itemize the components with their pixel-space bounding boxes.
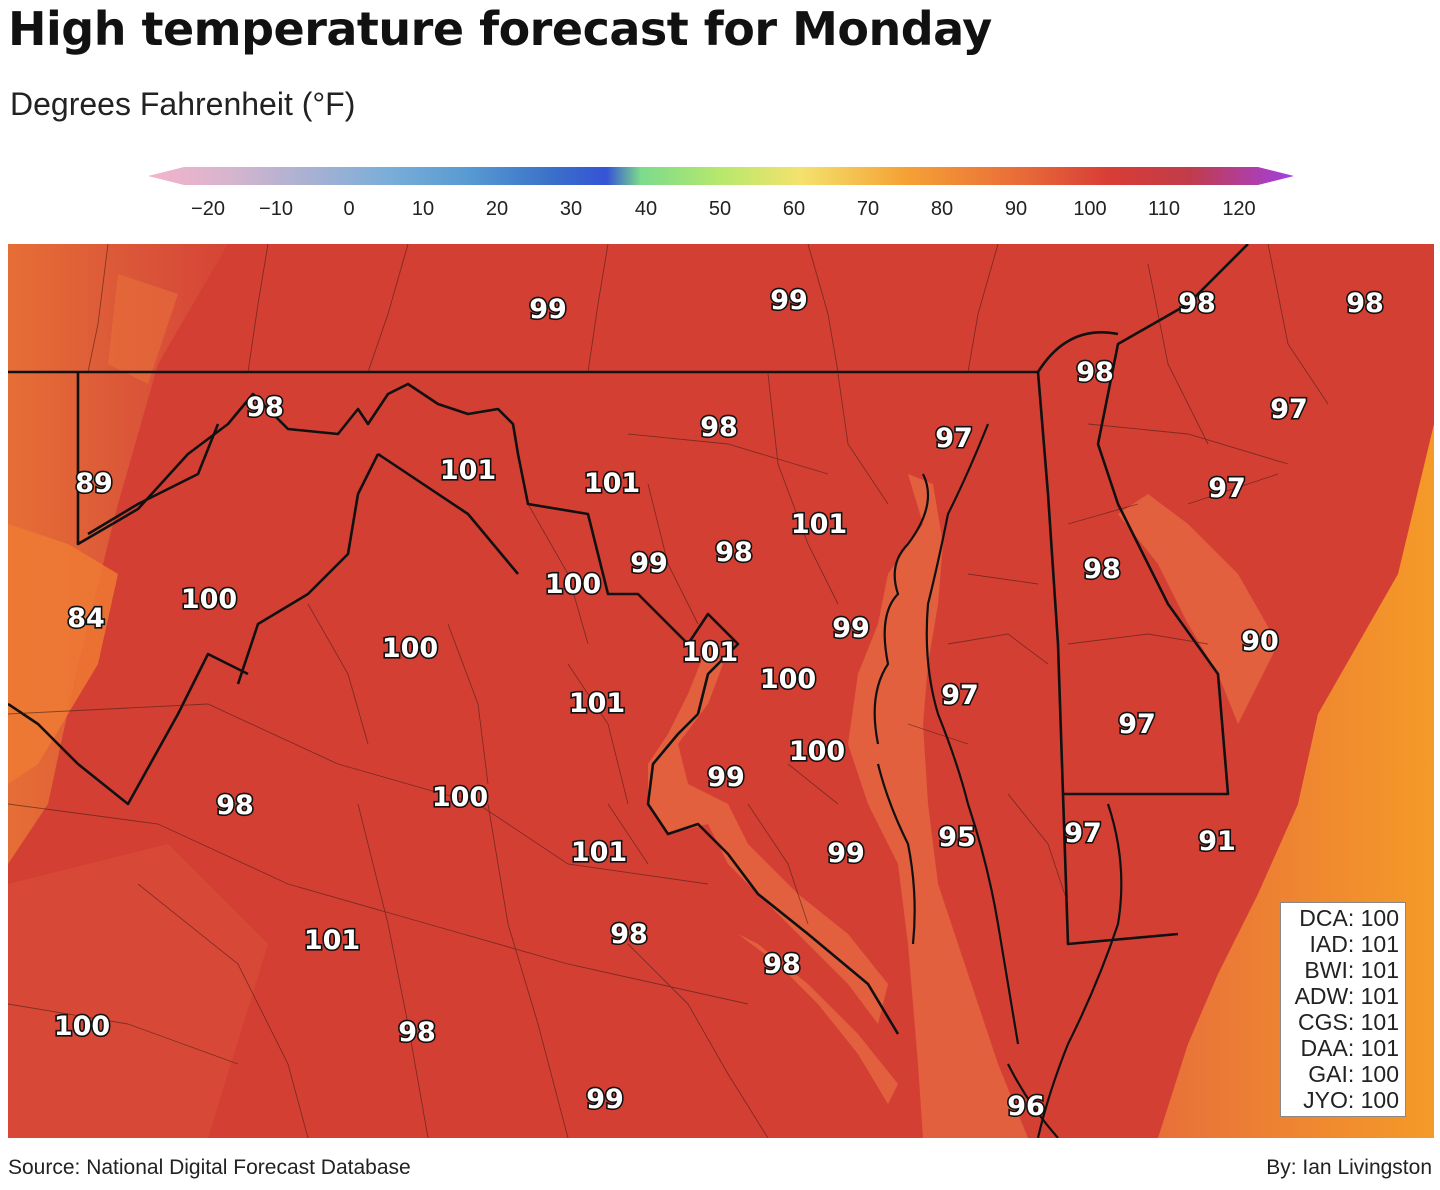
station-temperature-box: DCA: 100 IAD: 101 BWI: 101 ADW: 101 CGS:… [1280, 902, 1406, 1117]
temperature-label: 101 [682, 637, 738, 668]
temperature-label: 97 [1118, 709, 1156, 740]
temperature-label: 95 [938, 822, 976, 853]
far-west-orange [8, 524, 118, 784]
bay-shorelines [873, 423, 1123, 1138]
county-lines [8, 244, 1329, 1138]
station-cgs: CGS: 101 [1298, 1009, 1399, 1035]
temperature-label: 98 [763, 949, 801, 980]
temperature-label: 101 [584, 468, 640, 499]
color-scale-tick: 40 [634, 198, 658, 220]
color-scale-tick: −20 [191, 198, 225, 220]
color-scale-tick: 80 [930, 198, 954, 220]
color-scale-tick: 50 [708, 198, 732, 220]
color-scale-bar [148, 167, 1294, 185]
station-bwi: BWI: 101 [1304, 957, 1399, 983]
temperature-label: 100 [760, 664, 816, 695]
chesapeake-bay [848, 474, 1028, 1138]
temperature-label: 100 [789, 736, 845, 767]
station-dca: DCA: 100 [1299, 905, 1399, 931]
temperature-map: 99 99 98 98 98 98 97 89 101 101 98 97 97 101 100 99 98 10… [8, 244, 1434, 1138]
temperature-label: 97 [941, 680, 979, 711]
potomac-river [648, 644, 888, 1024]
temperature-label: 84 [67, 603, 105, 634]
color-scale-tick: 100 [1073, 198, 1107, 220]
temperature-label: 100 [545, 569, 601, 600]
color-scale-tick: 0 [343, 198, 355, 220]
temperature-label: 98 [216, 790, 254, 821]
temperature-label: 100 [54, 1011, 110, 1042]
color-scale-tick: 70 [856, 198, 880, 220]
station-gai: GAI: 100 [1308, 1061, 1399, 1087]
temperature-label: 99 [630, 548, 668, 579]
temperature-label: 97 [1270, 394, 1308, 425]
temperature-label: 98 [1346, 288, 1384, 319]
station-jyo: JYO: 100 [1303, 1087, 1399, 1113]
temperature-label: 98 [700, 412, 738, 443]
temperature-label: 90 [1241, 626, 1279, 657]
temperature-label: 98 [610, 919, 648, 950]
source-credit: Source: National Digital Forecast Databa… [8, 1156, 411, 1179]
temperature-label: 99 [586, 1084, 624, 1115]
author-byline: By: Ian Livingston [1266, 1156, 1432, 1179]
temperature-label: 100 [382, 633, 438, 664]
temperature-label: 97 [935, 423, 973, 454]
color-scale-tick: −10 [259, 198, 293, 220]
temperature-label: 99 [707, 762, 745, 793]
color-scale-tick: 10 [411, 198, 435, 220]
sw-lighter [8, 844, 268, 1138]
temperature-label: 98 [1076, 357, 1114, 388]
map-title: High temperature forecast for Monday [8, 2, 992, 56]
temperature-label: 89 [75, 468, 113, 499]
temperature-label: 98 [1178, 288, 1216, 319]
color-scale-tick: 20 [485, 198, 509, 220]
temperature-label: 99 [832, 613, 870, 644]
temperature-label: 97 [1208, 473, 1246, 504]
temperature-label: 96 [1007, 1091, 1045, 1122]
color-scale-tick: 120 [1222, 198, 1256, 220]
temperature-label: 97 [1064, 818, 1102, 849]
temperature-label: 101 [571, 837, 627, 868]
temperature-label: 99 [770, 285, 808, 316]
color-scale-tick: 90 [1004, 198, 1028, 220]
station-adw: ADW: 101 [1294, 983, 1399, 1009]
color-scale-tick: 110 [1148, 198, 1180, 220]
temperature-label: 99 [529, 294, 567, 325]
color-scale-tick: 30 [559, 198, 583, 220]
map-subtitle: Degrees Fahrenheit (°F) [10, 86, 356, 122]
temperature-label: 98 [1083, 554, 1121, 585]
temperature-labels: 99 99 98 98 98 98 97 89 101 101 98 97 97 101 100 99 98 10… [52, 283, 1385, 1123]
temperature-label: 101 [569, 688, 625, 719]
color-scale-tick: 60 [782, 198, 806, 220]
nw-orange-streak [108, 274, 178, 384]
temperature-label: 99 [827, 838, 865, 869]
temperature-label: 101 [304, 925, 360, 956]
temperature-label: 98 [715, 537, 753, 568]
temperature-label: 100 [432, 782, 488, 813]
temperature-label: 98 [246, 392, 284, 423]
delaware-bay [1118, 494, 1278, 724]
temperature-label: 100 [181, 584, 237, 615]
temperature-label: 91 [1198, 826, 1236, 857]
station-daa: DAA: 101 [1300, 1035, 1399, 1061]
temperature-label: 101 [791, 509, 847, 540]
rappahannock-river [738, 934, 898, 1104]
temperature-label: 101 [440, 455, 496, 486]
temperature-label: 98 [398, 1017, 436, 1048]
station-iad: IAD: 101 [1309, 931, 1400, 957]
state-borders [8, 244, 1249, 1035]
